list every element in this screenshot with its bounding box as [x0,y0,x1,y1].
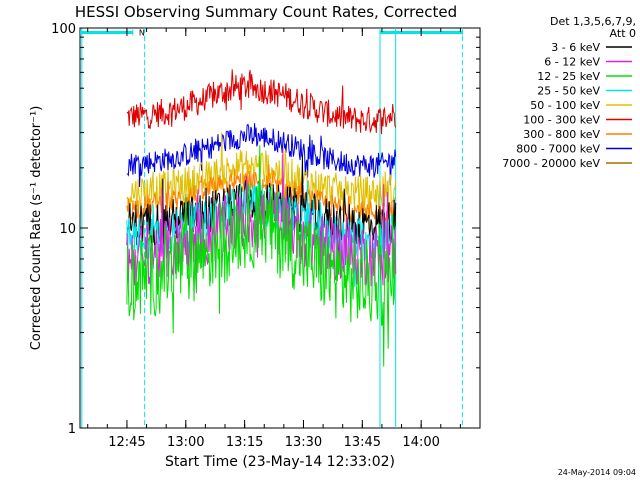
legend-label: 12 - 25 keV [537,70,600,83]
y-tick-label: 1 [68,422,76,437]
chart-title: HESSI Observing Summary Count Rates, Cor… [75,3,457,21]
series-line [126,145,397,367]
legend-label: 800 - 7000 keV [516,143,600,156]
x-tick-label: 13:00 [167,435,204,450]
legend-label: 300 - 800 keV [523,128,600,141]
y-axis-label: Corrected Count Rate (s⁻¹ detector⁻¹) [29,106,44,351]
series-line [126,69,397,135]
series-layer [126,69,397,367]
y-tick-label: 10 [59,222,76,237]
legend-label: 50 - 100 keV [530,99,600,112]
x-tick-label: 14:00 [402,435,439,450]
legend-label: 100 - 300 keV [523,114,600,127]
x-tick-label: 13:45 [344,435,381,450]
x-tick-label: 13:30 [285,435,322,450]
footer-date: 24-May-2014 09:04 [558,468,636,477]
x-tick-label: 13:15 [226,435,263,450]
legend-header: Att 0 [610,27,636,40]
y-tick-label: 100 [51,22,76,37]
legend-label: 7000 - 20000 keV [502,157,600,170]
legend-header: Det 1,3,5,6,7,9, [550,15,636,28]
flag-bar-label: N [139,28,145,37]
series-line [126,123,397,188]
x-axis-label: Start Time (23-May-14 12:33:02) [165,454,395,470]
axes: 1 10 100 12:45 13:00 13:15 13:30 13:45 14:00 [51,22,481,450]
legend-label: 6 - 12 keV [544,56,600,69]
x-tick-label: 12:45 [108,435,145,450]
legend: Det 1,3,5,6,7,9,Att 0 3 - 6 keV 6 - 12 keV… [502,15,636,170]
legend-label: 25 - 50 keV [537,85,600,98]
legend-label: 3 - 6 keV [551,41,600,54]
series-line [126,164,397,225]
